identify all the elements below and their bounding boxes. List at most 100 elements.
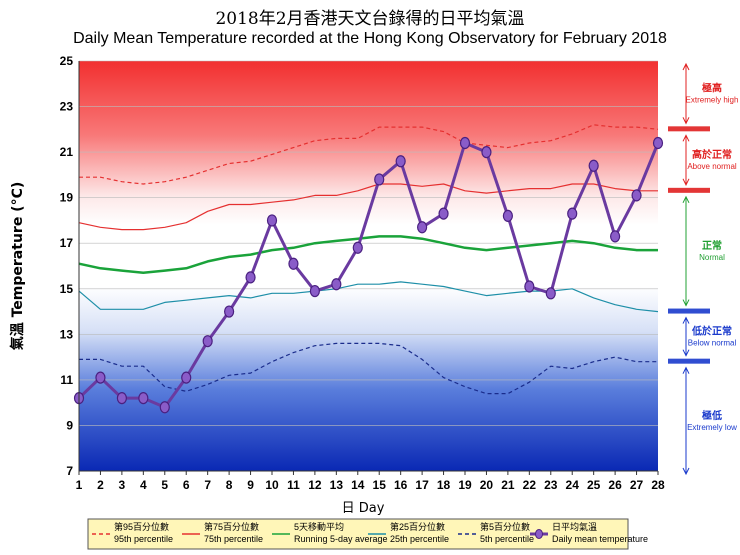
grid (79, 60, 658, 472)
legend-label-zh: 第95百分位數 (114, 521, 169, 532)
data-point (266, 214, 278, 227)
data-point (588, 159, 599, 172)
band-arrowhead (682, 134, 690, 142)
data-point (331, 278, 342, 291)
x-tick-label: 24 (566, 478, 580, 492)
x-tick-label: 6 (183, 478, 190, 492)
series-line (79, 124, 659, 185)
x-tick-label: 16 (394, 478, 408, 492)
x-tick-label: 7 (204, 478, 211, 492)
band-arrowhead (682, 467, 690, 476)
chart-title: Daily Mean Temperature recorded at the H… (73, 30, 667, 47)
series-line (78, 183, 658, 231)
y-tick-label: 23 (60, 100, 74, 114)
data-point (202, 335, 213, 348)
legend-label-en: 95th percentile (114, 534, 173, 544)
data-point (138, 392, 149, 405)
x-tick-label: 11 (287, 478, 300, 492)
legend-label-en: 25th percentile (390, 534, 449, 544)
legend-label-zh: 第25百分位數 (390, 521, 445, 532)
band-arrowhead (682, 366, 690, 374)
x-tick-label: 8 (226, 478, 233, 492)
band-arrowhead (682, 178, 690, 186)
series-line (77, 141, 660, 409)
y-tick-label: 7 (66, 464, 73, 478)
x-tick-label: 4 (140, 478, 147, 492)
x-tick-label: 15 (373, 478, 387, 492)
data-point (631, 189, 642, 202)
x-tick-label: 1 (76, 478, 83, 492)
data-point (459, 136, 471, 150)
x-tick-label: 5 (161, 478, 168, 492)
band-separator (668, 126, 710, 132)
data-point (374, 173, 385, 186)
x-tick-label: 14 (351, 478, 365, 492)
x-tick-label: 17 (415, 478, 429, 492)
y-tick-label: 19 (60, 191, 74, 205)
band-label-en: Extremely high (686, 96, 739, 105)
band-arrowhead (682, 316, 690, 324)
legend-label-zh: 第5百分位數 (480, 521, 530, 532)
legend-label-zh: 日平均氣溫 (552, 521, 597, 532)
band-arrowhead (682, 117, 690, 125)
band-arrowhead (682, 62, 690, 71)
data-point (502, 209, 513, 222)
data-point (309, 284, 320, 298)
band-arrowhead (682, 195, 690, 204)
band-label-en: Normal (699, 253, 725, 262)
x-tick-label: 22 (523, 478, 537, 492)
legend-label-zh: 5天移動平均 (294, 521, 344, 532)
y-tick-label: 25 (60, 54, 74, 68)
x-tick-label: 10 (265, 478, 279, 492)
band-separator (668, 308, 710, 314)
x-tick-label: 23 (544, 478, 558, 492)
data-point (395, 155, 406, 168)
x-axis: 1 2 3 4 5 6 7 8 9 10 11 12 13 14 15 16 17 18 19 20 21 22 23 24 2… (76, 471, 665, 492)
band-label-zh: 低於正常 (691, 325, 732, 338)
y-tick-label: 15 (60, 282, 74, 296)
plot-background (79, 61, 658, 471)
chart-title-chinese: 2018年2月香港天文台錄得的日平均氣溫 (215, 9, 525, 29)
x-tick-label: 18 (437, 478, 451, 492)
y-tick-label: 11 (60, 373, 73, 387)
data-point (245, 271, 256, 284)
data-point (567, 207, 578, 220)
x-tick-label: 9 (247, 478, 254, 492)
x-tick-label: 13 (330, 478, 344, 492)
x-tick-label: 26 (608, 478, 622, 492)
x-tick-label: 20 (480, 478, 494, 492)
y-tick-label: 13 (60, 327, 74, 341)
x-axis-label: 日 Day (342, 501, 385, 516)
band-separator (668, 358, 710, 364)
band-label-en: Extremely low (687, 423, 737, 432)
legend-label-en: 5th percentile (480, 534, 534, 544)
data-point (652, 136, 664, 150)
data-point (610, 230, 621, 243)
data-point (438, 207, 449, 220)
data-point (288, 257, 299, 270)
legend-label-en: 75th percentile (204, 534, 263, 544)
band-label-en: Below normal (688, 339, 737, 348)
data-point (95, 371, 106, 384)
x-tick-label: 27 (630, 478, 644, 492)
y-tick-label: 21 (60, 145, 74, 159)
band-arrowhead (682, 299, 690, 307)
legend: 第95百分位數 95th percentile 第75百分位數 75th percen… (87, 518, 648, 550)
data-point (352, 241, 363, 254)
data-point (181, 371, 192, 384)
band-separator (668, 187, 710, 193)
data-point (417, 221, 428, 234)
band-label-zh: 高於正常 (692, 148, 732, 161)
band-label-en: Above normal (687, 162, 737, 171)
data-point (481, 146, 492, 159)
series-line (78, 281, 659, 313)
series-line (78, 235, 658, 275)
x-tick-label: 3 (119, 478, 126, 492)
x-tick-label: 12 (308, 478, 322, 492)
y-tick-label: 17 (60, 236, 74, 250)
data-point (545, 287, 556, 300)
band-arrowhead (682, 349, 690, 357)
series-markers (73, 136, 664, 414)
